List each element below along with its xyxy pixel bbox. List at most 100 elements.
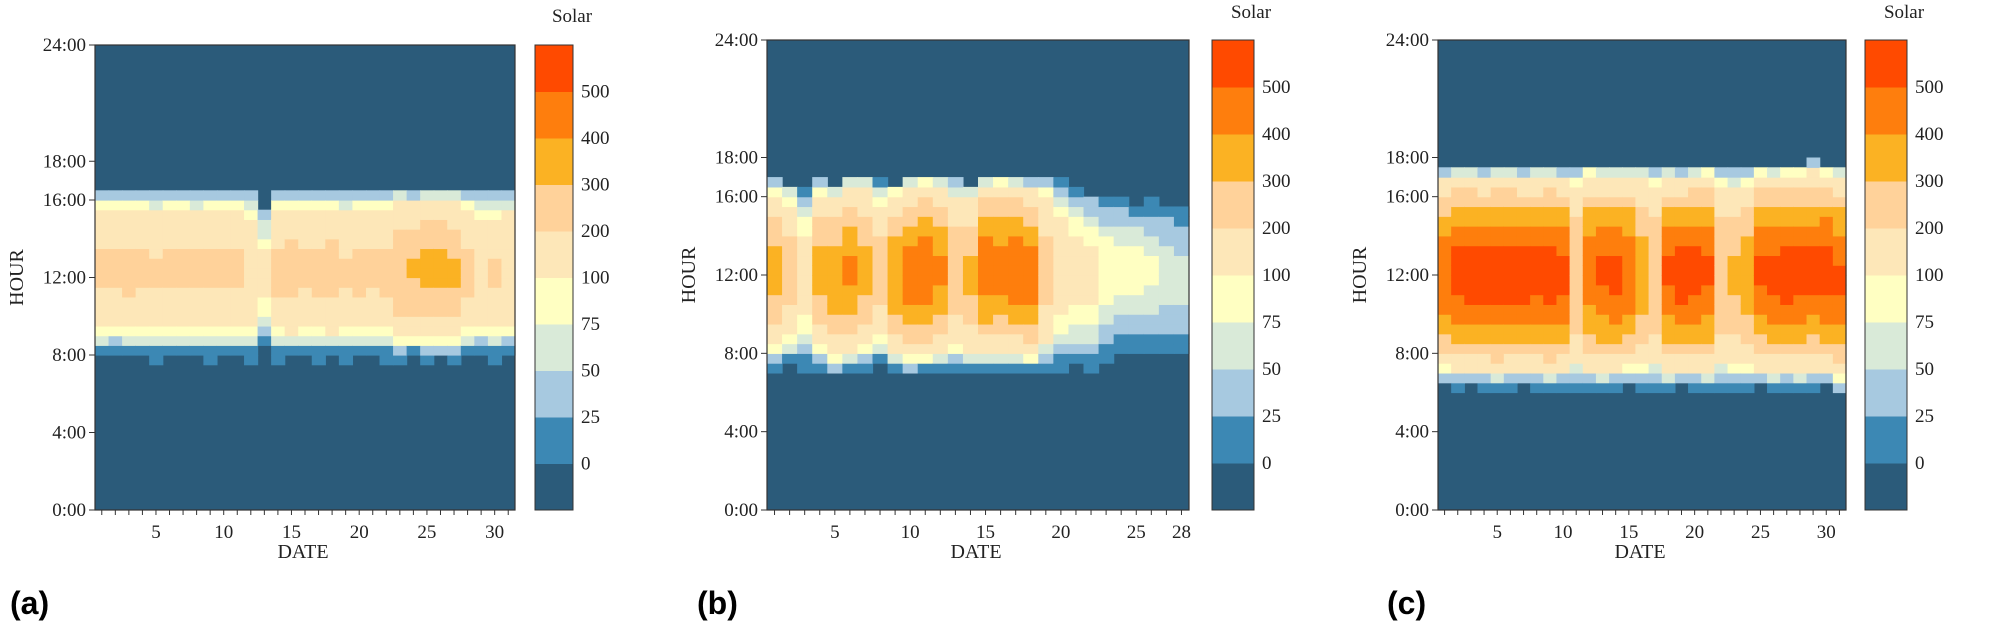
- heatmap-cell: [1490, 333, 1505, 345]
- colorbar-segment: [1865, 134, 1907, 182]
- heatmap-cell: [311, 258, 326, 269]
- heatmap-cell: [460, 238, 475, 250]
- heatmap-cell: [1648, 304, 1663, 315]
- heatmap-cell: [135, 287, 150, 298]
- heatmap-cell: [501, 248, 516, 259]
- heatmap-cell: [1530, 382, 1544, 394]
- heatmap-cell: [1714, 382, 1729, 394]
- heatmap-cell: [1793, 343, 1808, 354]
- heatmap-cell: [1688, 216, 1702, 227]
- heatmap-cell: [1727, 284, 1742, 296]
- x-tick-label: 20: [1051, 522, 1070, 543]
- heatmap-cell: [962, 323, 979, 335]
- heatmap-cell: [176, 219, 191, 230]
- heatmap-cell: [1516, 323, 1531, 335]
- colorbar-segment: [535, 45, 573, 92]
- y-tick-label: 18:00: [43, 151, 86, 172]
- heatmap-cell: [1543, 167, 1558, 178]
- heatmap-cell: [216, 277, 232, 288]
- heatmap-cell: [1767, 314, 1781, 325]
- heatmap-cell: [947, 265, 964, 276]
- heatmap-cell: [857, 363, 874, 374]
- heatmap-cell: [1740, 235, 1755, 247]
- heatmap-cell: [1569, 275, 1584, 286]
- heatmap-cell: [1451, 382, 1465, 394]
- heatmap-cell: [1635, 323, 1650, 335]
- heatmap-cell: [108, 277, 123, 288]
- heatmap-cell: [842, 323, 859, 335]
- heatmap-cell: [298, 267, 313, 279]
- heatmap-cell: [149, 258, 164, 269]
- heatmap-cell: [827, 314, 843, 325]
- heatmap-cell: [1477, 314, 1492, 325]
- heatmap-cell: [1753, 343, 1768, 354]
- x-tick-label: 30: [1817, 522, 1836, 543]
- colorbar-segment: [1865, 369, 1907, 417]
- heatmap-cell: [1143, 265, 1160, 276]
- heatmap-cell: [782, 245, 798, 257]
- heatmap-cell: [1128, 255, 1145, 266]
- heatmap-cell: [338, 306, 354, 317]
- heatmap-cell: [917, 216, 934, 227]
- heatmap-cell: [1767, 353, 1781, 364]
- heatmap-cell: [1793, 353, 1808, 364]
- heatmap-cell: [1503, 323, 1518, 335]
- heatmap-cell: [1661, 294, 1676, 305]
- heatmap-cell: [162, 190, 177, 201]
- heatmap-cell: [782, 226, 798, 237]
- heatmap-cell: [1438, 216, 1452, 227]
- heatmap-cell: [1635, 255, 1650, 266]
- heatmap-cell: [872, 265, 889, 276]
- heatmap-cell: [230, 219, 245, 230]
- heatmap-cell: [149, 190, 164, 201]
- heatmap-cell: [1053, 186, 1070, 198]
- heatmap-cell: [1143, 294, 1160, 305]
- heatmap-cell: [812, 216, 828, 227]
- heatmap-cell: [1113, 226, 1130, 237]
- heatmap-cell: [917, 226, 934, 237]
- heatmap-cell: [149, 287, 164, 298]
- heatmap-cell: [1780, 255, 1794, 266]
- heatmap-cell: [433, 296, 448, 308]
- heatmap-cell: [993, 177, 1009, 188]
- heatmap-cell: [1158, 245, 1175, 257]
- heatmap-cell: [1023, 177, 1039, 188]
- heatmap-cell: [887, 333, 904, 345]
- heatmap-cell: [474, 335, 489, 346]
- heatmap-cell: [1068, 216, 1085, 227]
- heatmap-cell: [1674, 363, 1689, 374]
- y-tick-label: 16:00: [1386, 187, 1429, 208]
- heatmap-cell: [1113, 333, 1130, 345]
- heatmap-cell: [1674, 275, 1689, 286]
- heatmap-cell: [203, 316, 218, 327]
- y-tick-label: 8:00: [724, 343, 758, 364]
- heatmap-cell: [1113, 323, 1130, 335]
- heatmap-cell: [1143, 196, 1160, 208]
- heatmap-cell: [1740, 372, 1755, 384]
- heatmap-cell: [1780, 372, 1794, 384]
- heatmap-cell: [827, 323, 843, 335]
- heatmap-cell: [325, 229, 340, 240]
- heatmap-cell: [1038, 265, 1054, 276]
- heatmap-cell: [1098, 275, 1115, 286]
- heatmap-cell: [1714, 196, 1729, 208]
- y-tick-label: 18:00: [715, 148, 758, 169]
- heatmap-cell: [1438, 167, 1452, 178]
- heatmap-cell: [1464, 265, 1479, 276]
- heatmap-cell: [947, 304, 964, 315]
- heatmap-cell: [1477, 275, 1492, 286]
- heatmap-cell: [420, 229, 435, 240]
- heatmap-cell: [872, 304, 889, 315]
- heatmap-cell: [203, 190, 218, 201]
- heatmap-cell: [406, 258, 421, 269]
- heatmap-cell: [767, 314, 783, 325]
- heatmap-cell: [1083, 323, 1100, 335]
- heatmap-cell: [767, 177, 783, 188]
- heatmap-cell: [1068, 275, 1085, 286]
- heatmap-cell: [1438, 186, 1452, 198]
- heatmap-cell: [135, 306, 150, 317]
- heatmap-cell: [1832, 333, 1847, 345]
- heatmap-cell: [1143, 333, 1160, 345]
- heatmap-cell: [122, 229, 137, 240]
